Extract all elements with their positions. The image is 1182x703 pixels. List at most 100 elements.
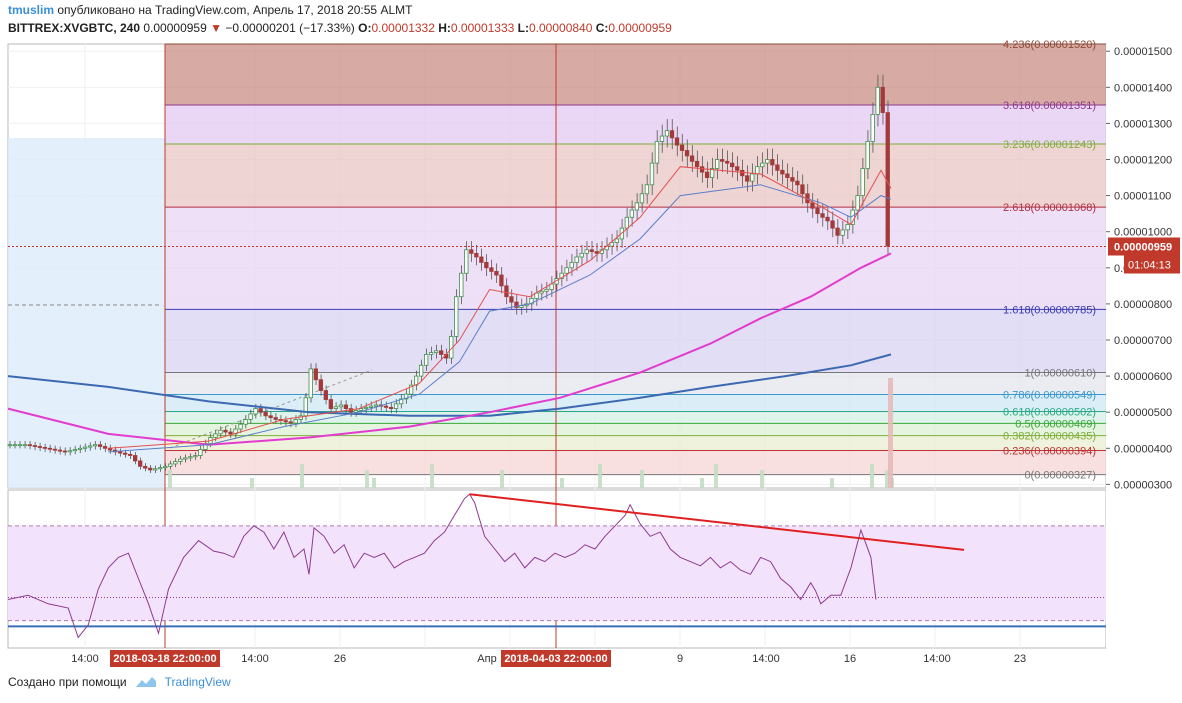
candle-body: [418, 364, 424, 377]
candle-body: [539, 290, 544, 294]
fib-label: 1.618(0.00000785): [1003, 304, 1096, 316]
candle-body: [624, 216, 629, 229]
time-tick-label: 26: [334, 653, 346, 665]
candle-body: [464, 249, 469, 274]
volume-bar: [640, 470, 644, 488]
candle-body: [439, 350, 444, 355]
candle-body: [27, 444, 32, 447]
candle-body: [564, 267, 569, 274]
candle-body: [368, 405, 374, 408]
candle-body: [388, 406, 394, 409]
candle-body: [353, 409, 359, 413]
candle-body: [283, 420, 288, 423]
fib-label: 1(0.00000610): [1024, 367, 1096, 379]
time-tick-label: 14:00: [71, 653, 99, 665]
candle-body: [293, 419, 298, 424]
candle-body: [12, 444, 17, 447]
candle-body: [795, 180, 800, 186]
tradingview-brand[interactable]: TradingView: [164, 675, 231, 689]
divergence-line: [469, 493, 965, 551]
volume-bar: [365, 470, 369, 488]
footer: Создано при помощи TradingView: [8, 675, 231, 689]
down-arrow-icon: ▼: [210, 21, 223, 35]
candle-body: [323, 390, 328, 400]
candle-body: [644, 184, 650, 195]
time-tick-label: 14:00: [241, 653, 269, 665]
projection-box: [8, 138, 165, 488]
volume-bar: [598, 464, 602, 488]
fib-zone: [165, 450, 1106, 475]
candle-body: [489, 267, 494, 272]
candle-body: [865, 141, 870, 169]
fib-label: 0.382(0.00000435): [1003, 431, 1096, 443]
fib-label: 0.5(0.00000469): [1015, 418, 1096, 430]
price-change: −0.00000201 (−17.33%): [225, 21, 355, 35]
time-highlight-tag: [501, 650, 611, 667]
symbol-label: BITTREX:XVGBTC, 240: [8, 21, 141, 35]
fib-zone: [165, 207, 1106, 310]
candle-body: [790, 177, 795, 182]
candle-body: [529, 298, 534, 305]
candle-body: [363, 406, 369, 409]
candle-body: [840, 229, 845, 236]
candle-body: [163, 465, 168, 468]
candle-body: [800, 184, 805, 195]
candle-body: [720, 159, 725, 162]
candle-body: [569, 261, 574, 269]
fib-label: 0.236(0.00000394): [1003, 445, 1096, 457]
candle-body: [584, 249, 589, 254]
candle-body: [268, 415, 273, 419]
axis-tick-label: 0.00001100: [1114, 191, 1171, 203]
volume-bar: [714, 464, 718, 488]
candle-body: [509, 296, 514, 303]
candle-body: [504, 285, 509, 298]
candle-body: [544, 289, 549, 292]
candle-body: [47, 447, 53, 450]
candle-body: [825, 216, 830, 222]
candle-body: [429, 352, 434, 355]
candle-body: [735, 166, 740, 171]
candle-body: [629, 209, 635, 218]
ma-long-blue-line: [7, 353, 892, 417]
candle-body: [198, 449, 203, 456]
candle-body: [308, 368, 313, 399]
price-axis: 0.00001500 0.00001400 0.00001300 0.00001200…: [1106, 44, 1182, 648]
candle-body: [765, 159, 770, 164]
close-value: 0.00000959: [608, 21, 672, 35]
rsi-band: [8, 525, 1106, 621]
axis-tick-label: 0.00000600: [1114, 371, 1172, 383]
candle-body: [168, 463, 173, 467]
candle-body: [424, 354, 429, 366]
candle-body: [494, 271, 499, 276]
time-tick-label: 9: [677, 653, 683, 665]
candle-body: [398, 398, 404, 405]
candle-body: [514, 301, 519, 308]
candle-body: [82, 446, 88, 449]
open-label: O:: [358, 21, 372, 35]
author-name[interactable]: tmuslim: [8, 3, 55, 17]
volume-bar: [300, 464, 304, 488]
high-label: H:: [438, 21, 451, 35]
time-highlight-label: 2018-04-03 22:00:00: [504, 653, 607, 665]
volume-bar: [500, 470, 504, 488]
fib-zone: [165, 105, 1106, 144]
volume-bar: [372, 478, 376, 488]
candle-body: [835, 227, 840, 236]
candle-body: [775, 164, 780, 171]
candle-body: [37, 446, 43, 448]
close-label: C:: [595, 21, 609, 35]
candle-body: [57, 449, 63, 452]
candle-body: [42, 446, 48, 449]
volume-bars: [168, 378, 894, 488]
candle-body: [153, 468, 158, 471]
fib-label: 0.618(0.00000502): [1003, 406, 1096, 418]
candle-body: [128, 453, 133, 456]
candle-body: [193, 455, 198, 458]
ohlc-line: BITTREX:XVGBTC, 240 0.00000959 ▼ −0.0000…: [8, 21, 672, 35]
candle-body: [755, 166, 760, 175]
countdown-label: 01:04:13: [1128, 260, 1171, 272]
fib-zone: [165, 435, 1106, 451]
last-price: 0.00000959: [143, 21, 207, 35]
candle-body: [173, 461, 178, 465]
